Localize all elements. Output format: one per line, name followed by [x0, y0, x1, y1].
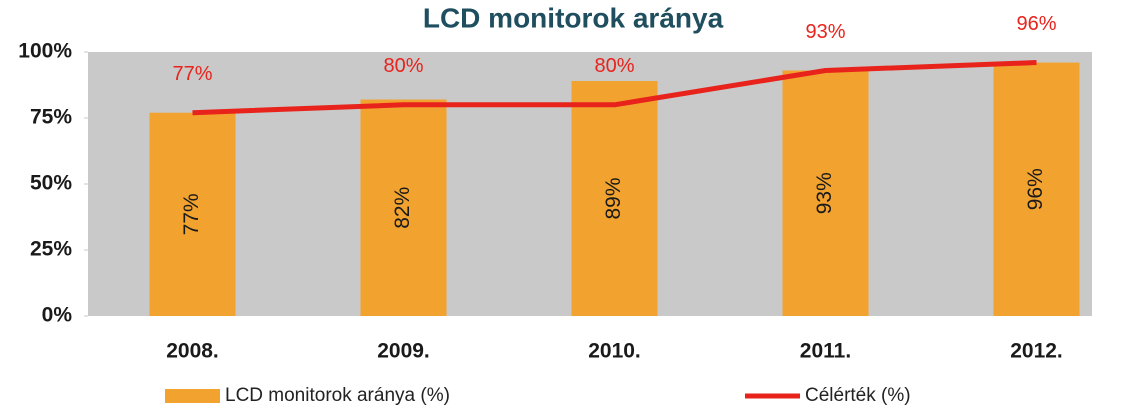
bar	[149, 112, 236, 316]
bar	[782, 70, 869, 316]
bar-label: 77%	[180, 193, 203, 235]
y-tick-label: 75%	[30, 106, 72, 129]
bar-label: 96%	[1024, 168, 1047, 210]
bar	[993, 62, 1080, 317]
x-tick-label: 2008.	[166, 340, 219, 363]
chart-title: LCD monitorok aránya	[423, 2, 724, 33]
legend-label: Célérték (%)	[805, 385, 911, 406]
x-tick-label: 2009.	[377, 340, 430, 363]
x-tick-label: 2011.	[800, 340, 851, 363]
y-tick-label: 100%	[18, 40, 72, 63]
line-label: 96%	[1016, 13, 1056, 35]
line-label: 77%	[172, 63, 212, 85]
y-tick-label: 25%	[30, 238, 72, 261]
line-label: 80%	[383, 55, 423, 77]
y-tick-label: 0%	[42, 304, 73, 327]
bar	[360, 99, 447, 317]
x-tick-label: 2012.	[1010, 340, 1063, 363]
bar-label: 89%	[602, 178, 625, 220]
bar	[571, 81, 658, 316]
bar-label: 82%	[391, 187, 414, 229]
line	[192, 60, 1037, 116]
x-tick-label: 2010.	[588, 340, 641, 363]
y-tick-label: 50%	[30, 172, 72, 195]
legend-label: LCD monitorok aránya (%)	[225, 385, 450, 406]
line-label: 80%	[594, 55, 634, 77]
bar-label: 93%	[813, 172, 836, 214]
legend-swatch	[165, 389, 220, 403]
line-label: 93%	[805, 21, 845, 43]
